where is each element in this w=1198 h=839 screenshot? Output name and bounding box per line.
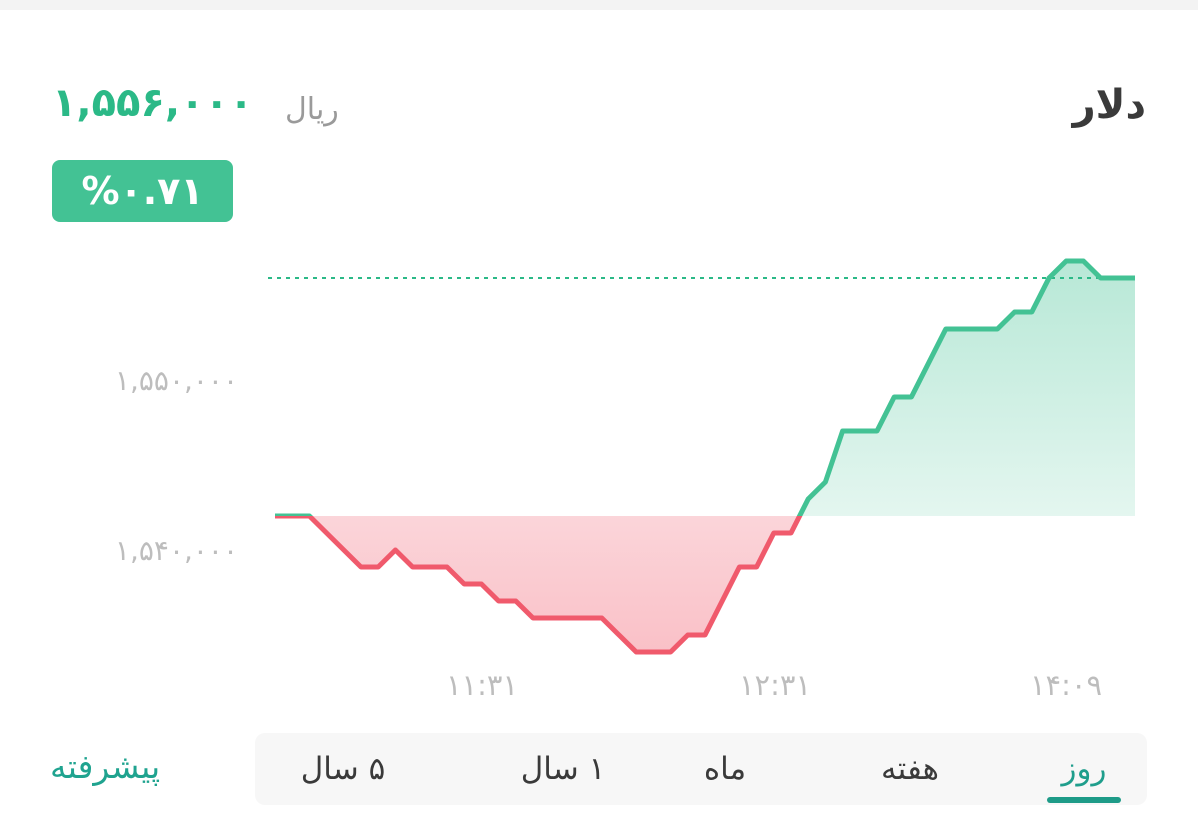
tab-week[interactable]: هفته bbox=[880, 751, 939, 787]
active-tab-indicator bbox=[1047, 797, 1121, 803]
x-tick-label: ۱۴:۰۹ bbox=[1030, 668, 1102, 702]
current-price: ۱,۵۵۶,۰۰۰ bbox=[52, 80, 254, 126]
x-tick-label: ۱۲:۳۱ bbox=[739, 668, 811, 702]
currency-label: ریال bbox=[285, 92, 339, 127]
y-tick-label: ۱,۵۴۰,۰۰۰ bbox=[115, 534, 238, 567]
tab-month[interactable]: ماه bbox=[703, 751, 747, 787]
price-chart[interactable]: ۱,۵۵۰,۰۰۰ ۱,۵۴۰,۰۰۰ ۱۱:۳۱ ۱۲:۳۱ ۱۴:۰۹ bbox=[0, 225, 1198, 710]
change-percent-badge: %۰.۷۱ bbox=[52, 160, 233, 222]
status-bar-strip bbox=[0, 0, 1198, 10]
advanced-link[interactable]: پیشرفته bbox=[50, 747, 161, 786]
area-below-baseline bbox=[275, 516, 1135, 652]
area-above-baseline bbox=[275, 261, 1135, 516]
range-selector: ۵ سال ۱ سال ماه هفته روز bbox=[255, 733, 1147, 805]
x-tick-label: ۱۱:۳۱ bbox=[446, 668, 518, 702]
price-line-up bbox=[275, 258, 1135, 516]
asset-title: دلار bbox=[1072, 82, 1146, 128]
y-tick-label: ۱,۵۵۰,۰۰۰ bbox=[115, 364, 238, 397]
tab-5-years[interactable]: ۵ سال bbox=[300, 751, 386, 787]
change-percent-text: %۰.۷۱ bbox=[81, 169, 204, 213]
price-line-down bbox=[275, 516, 803, 655]
tab-day[interactable]: روز bbox=[1061, 751, 1107, 787]
tab-1-year[interactable]: ۱ سال bbox=[520, 751, 606, 787]
